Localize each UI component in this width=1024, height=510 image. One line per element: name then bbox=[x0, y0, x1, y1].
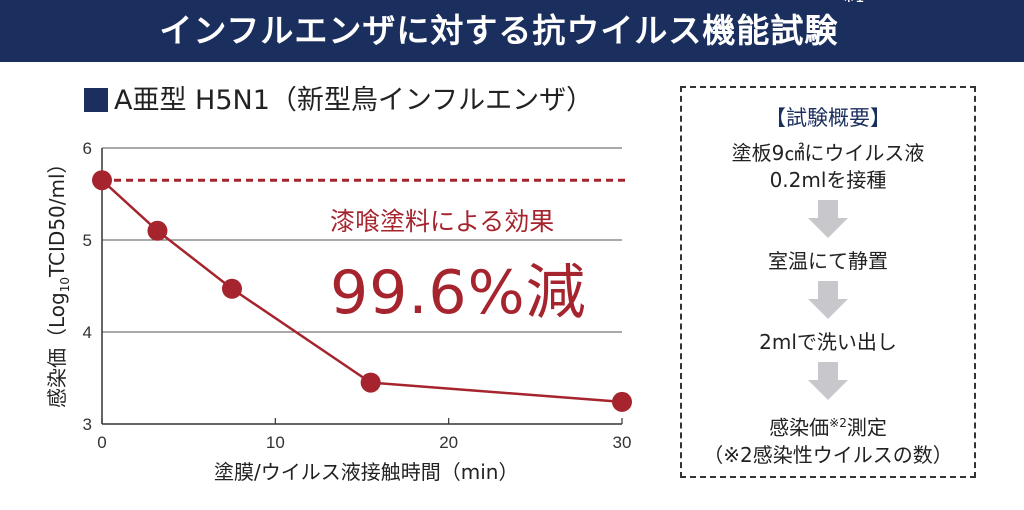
summary-step-rest: 室温にて静置 bbox=[768, 249, 888, 273]
step4-line1: 感染価※2測定 bbox=[682, 410, 974, 442]
y-tick-label: 4 bbox=[83, 323, 92, 342]
step4-tail: 測定 bbox=[846, 415, 887, 440]
y-tick-label: 5 bbox=[83, 231, 92, 250]
down-arrow-icon bbox=[808, 362, 848, 400]
y-axis-label-main: 感染価（Log bbox=[45, 292, 69, 408]
step4-main: 感染価 bbox=[769, 415, 830, 440]
down-arrow-icon bbox=[808, 281, 848, 319]
x-tick-label: 0 bbox=[97, 433, 106, 452]
effect-label: 漆喰塗料による効果 bbox=[330, 207, 555, 236]
step1-line2: 0.2mlを接種 bbox=[769, 168, 887, 192]
x-axis-label: 塗膜/ウイルス液接触時間（min） bbox=[214, 460, 519, 484]
step1-line1: 塗板9㎠にウイルス液 bbox=[731, 141, 925, 165]
chart-title: A亜型 H5N1（新型鳥インフルエンザ） bbox=[84, 78, 593, 117]
effect-value: 99.6%減 bbox=[330, 258, 587, 328]
step4-footnote-text: （※2感染性ウイルスの数） bbox=[703, 442, 953, 467]
header-banner: インフルエンザに対する抗ウイルス機能試験※1 bbox=[0, 0, 1024, 62]
chart-title-text: A亜型 H5N1（新型鳥インフルエンザ） bbox=[114, 85, 594, 116]
test-summary-box: 【試験概要】 塗板9㎠にウイルス液 0.2mlを接種 室温にて静置 2mlで洗い… bbox=[680, 86, 976, 478]
down-arrow-icon bbox=[808, 200, 848, 238]
y-tick-label: 3 bbox=[83, 415, 92, 434]
x-tick-label: 10 bbox=[266, 433, 285, 452]
banner-footnote-mark: ※1 bbox=[842, 0, 864, 6]
summary-title: 【試験概要】 bbox=[765, 106, 891, 130]
data-point bbox=[92, 170, 112, 191]
data-point bbox=[222, 278, 242, 299]
y-axis-label-subscript: 10 bbox=[58, 276, 72, 293]
banner-title: インフルエンザに対する抗ウイルス機能試験 bbox=[159, 11, 839, 50]
x-tick-label: 20 bbox=[439, 433, 458, 452]
data-point bbox=[147, 220, 168, 241]
y-axis-label: 感染価（Log10TCID50/ml） bbox=[43, 153, 72, 408]
chart-axes bbox=[101, 148, 622, 425]
summary-step-wash: 2mlで洗い出し bbox=[759, 330, 897, 354]
series-group bbox=[92, 170, 632, 412]
y-tick-label: 6 bbox=[83, 139, 92, 158]
summary-step-measure: 感染価※2測定 （※2感染性ウイルスの数） bbox=[682, 410, 974, 469]
chart-grid bbox=[102, 147, 622, 333]
title-square-icon bbox=[84, 88, 108, 112]
summary-step-inoculate: 塗板9㎠にウイルス液 0.2mlを接種 bbox=[682, 140, 974, 194]
chart-ticks: 3 4 5 6 0 10 20 30 bbox=[83, 139, 632, 452]
data-point bbox=[612, 391, 632, 412]
step4-footnote-mark: ※2 bbox=[829, 416, 847, 430]
x-tick-label: 30 bbox=[613, 433, 632, 452]
data-point bbox=[360, 372, 381, 393]
y-axis-label-tail: TCID50/ml） bbox=[45, 153, 69, 277]
